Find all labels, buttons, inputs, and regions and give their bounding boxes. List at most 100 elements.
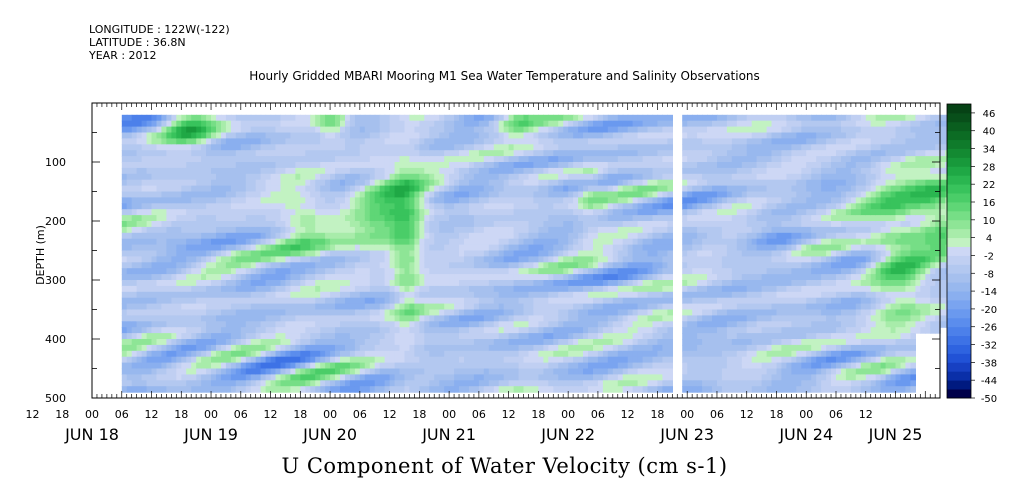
field-cell xyxy=(568,256,574,263)
field-cell xyxy=(528,327,535,334)
field-cell xyxy=(176,321,182,328)
field-cell xyxy=(434,303,440,311)
field-cell xyxy=(473,232,480,240)
field-cell xyxy=(161,280,167,287)
field-cell xyxy=(543,191,549,198)
field-cell xyxy=(181,285,187,293)
field-cell xyxy=(483,256,490,263)
field-cell xyxy=(330,209,336,216)
field-cell xyxy=(206,120,212,128)
field-cell xyxy=(156,138,163,145)
field-cell xyxy=(359,356,366,364)
field-cell xyxy=(216,185,222,193)
field-cell xyxy=(335,185,341,193)
field-cell xyxy=(141,356,148,364)
field-cell xyxy=(285,167,291,175)
field-cell xyxy=(528,185,535,193)
field-cell xyxy=(250,350,257,358)
field-cell xyxy=(275,368,282,375)
field-cell xyxy=(424,321,430,328)
field-cell xyxy=(265,368,272,375)
field-cell xyxy=(171,150,177,157)
field-cell xyxy=(275,291,282,299)
field-cell xyxy=(384,226,391,234)
field-cell xyxy=(156,256,163,263)
field-cell xyxy=(196,221,202,228)
field-cell xyxy=(429,179,435,187)
field-cell xyxy=(245,268,252,275)
field-cell xyxy=(126,144,133,151)
field-cell xyxy=(632,268,639,275)
field-cell xyxy=(345,173,351,181)
field-cell xyxy=(498,339,505,346)
field-cell xyxy=(369,362,376,370)
field-cell xyxy=(206,356,212,364)
field-cell xyxy=(424,191,430,198)
field-cell xyxy=(156,162,163,169)
field-cell xyxy=(488,162,495,169)
field-cell xyxy=(439,303,445,311)
field-cell xyxy=(389,250,396,257)
field-cell xyxy=(359,238,366,246)
field-cell xyxy=(637,173,644,181)
field-cell xyxy=(379,268,386,275)
field-cell xyxy=(563,339,569,346)
field-cell xyxy=(345,238,351,246)
field-cell xyxy=(196,114,202,122)
field-cell xyxy=(454,386,460,393)
field-cell xyxy=(295,226,301,234)
field-cell xyxy=(498,226,505,234)
field-cell xyxy=(612,238,619,246)
field-cell xyxy=(528,309,535,316)
field-cell xyxy=(354,150,361,157)
field-cell xyxy=(280,138,287,145)
field-cell xyxy=(211,167,217,175)
field-cell xyxy=(136,191,143,198)
field-cell xyxy=(578,173,584,181)
field-cell xyxy=(126,215,133,222)
field-cell xyxy=(364,315,371,322)
field-cell xyxy=(419,209,425,216)
field-cell xyxy=(558,173,564,181)
field-cell xyxy=(260,321,267,328)
field-cell xyxy=(419,150,425,157)
field-cell xyxy=(493,297,500,305)
field-cell xyxy=(518,244,525,252)
field-cell xyxy=(503,138,510,145)
field-cell xyxy=(409,256,415,263)
field-cell xyxy=(513,285,520,293)
field-cell xyxy=(513,362,520,370)
field-cell xyxy=(295,120,301,128)
field-cell xyxy=(340,291,346,299)
field-cell xyxy=(399,173,406,181)
field-cell xyxy=(186,191,192,198)
field-cell xyxy=(186,144,192,151)
field-cell xyxy=(221,315,227,322)
field-cell xyxy=(146,315,153,322)
field-cell xyxy=(399,250,406,257)
field-cell xyxy=(196,250,202,257)
field-cell xyxy=(473,374,480,381)
field-cell xyxy=(359,126,366,134)
field-cell xyxy=(469,138,475,145)
field-cell xyxy=(612,150,619,157)
field-cell xyxy=(206,173,212,181)
field-cell xyxy=(255,203,262,210)
field-cell xyxy=(399,162,406,169)
field-cell xyxy=(434,262,440,269)
field-cell xyxy=(270,203,277,210)
field-cell xyxy=(439,185,445,193)
field-cell xyxy=(230,173,237,181)
field-cell xyxy=(255,303,262,311)
field-cell xyxy=(325,386,331,393)
field-cell xyxy=(126,126,133,134)
field-cell xyxy=(597,191,604,198)
field-cell xyxy=(464,321,470,328)
field-cell xyxy=(216,226,222,234)
field-cell xyxy=(126,291,133,299)
field-cell xyxy=(354,244,361,252)
field-cell xyxy=(469,297,475,305)
field-cell xyxy=(523,339,530,346)
field-cell xyxy=(558,262,564,269)
field-cell xyxy=(543,309,549,316)
